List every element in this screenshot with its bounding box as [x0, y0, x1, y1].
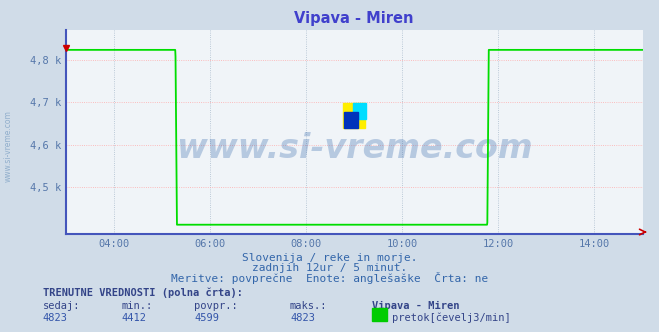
Bar [343, 103, 364, 128]
Text: maks.:: maks.: [290, 301, 328, 311]
Text: pretok[čevelj3/min]: pretok[čevelj3/min] [392, 313, 511, 323]
Title: Vipava - Miren: Vipava - Miren [295, 11, 414, 26]
Bar [353, 103, 366, 119]
Text: Slovenija / reke in morje.: Slovenija / reke in morje. [242, 253, 417, 263]
Text: 4823: 4823 [43, 313, 68, 323]
Text: 4412: 4412 [122, 313, 147, 323]
Text: min.:: min.: [122, 301, 153, 311]
Text: TRENUTNE VREDNOSTI (polna črta):: TRENUTNE VREDNOSTI (polna črta): [43, 288, 243, 298]
Text: zadnjih 12ur / 5 minut.: zadnjih 12ur / 5 minut. [252, 263, 407, 273]
Text: www.si-vreme.com: www.si-vreme.com [3, 110, 13, 182]
Text: 4823: 4823 [290, 313, 315, 323]
Text: Meritve: povprečne  Enote: anglešaške  Črta: ne: Meritve: povprečne Enote: anglešaške Črt… [171, 272, 488, 284]
Text: povpr.:: povpr.: [194, 301, 238, 311]
Text: 4599: 4599 [194, 313, 219, 323]
Text: www.si-vreme.com: www.si-vreme.com [176, 132, 532, 165]
Text: sedaj:: sedaj: [43, 301, 80, 311]
Text: Vipava - Miren: Vipava - Miren [372, 301, 460, 311]
Bar [344, 112, 358, 128]
